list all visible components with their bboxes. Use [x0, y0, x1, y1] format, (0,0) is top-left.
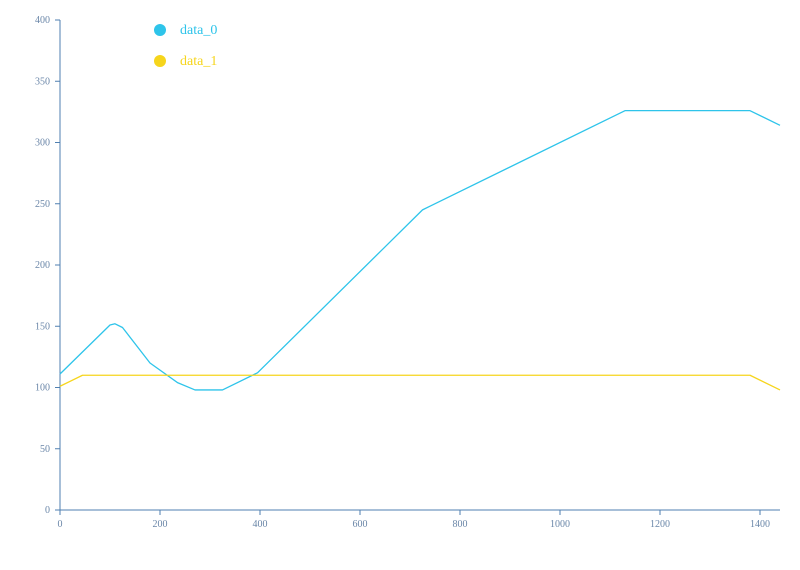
legend-marker-data_0	[154, 24, 166, 36]
series-line-data_0	[59, 110, 781, 391]
x-tick-label: 200	[153, 519, 168, 530]
x-tick-label: 1200	[650, 519, 670, 530]
legend: data_0 data_1	[154, 23, 217, 69]
y-tick-label: 300	[35, 138, 50, 149]
x-tick-label: 1000	[550, 519, 570, 530]
series-line-data_1	[59, 374, 781, 391]
y-tick-label: 400	[35, 15, 50, 26]
x-tick-label: 600	[353, 519, 368, 530]
x-tick-label: 0	[58, 519, 63, 530]
y-tick-label: 100	[35, 383, 50, 394]
x-axis-ticks: 0 200 400 600 800 1000 1200 1400	[58, 510, 770, 530]
x-tick-label: 1400	[750, 519, 770, 530]
x-tick-label: 800	[453, 519, 468, 530]
y-tick-label: 250	[35, 199, 50, 210]
y-tick-label: 150	[35, 321, 50, 332]
series-layer	[59, 110, 781, 391]
legend-label-data_1: data_1	[180, 54, 217, 69]
axes	[59, 20, 780, 511]
y-tick-label: 0	[45, 505, 50, 516]
y-tick-label: 350	[35, 76, 50, 87]
y-axis-ticks: 0 50 100 150 200 250 300 350 400	[35, 15, 60, 516]
legend-marker-data_1	[154, 55, 166, 67]
y-tick-label: 50	[40, 444, 50, 455]
legend-label-data_0: data_0	[180, 23, 217, 38]
y-tick-label: 200	[35, 260, 50, 271]
x-tick-label: 400	[253, 519, 268, 530]
